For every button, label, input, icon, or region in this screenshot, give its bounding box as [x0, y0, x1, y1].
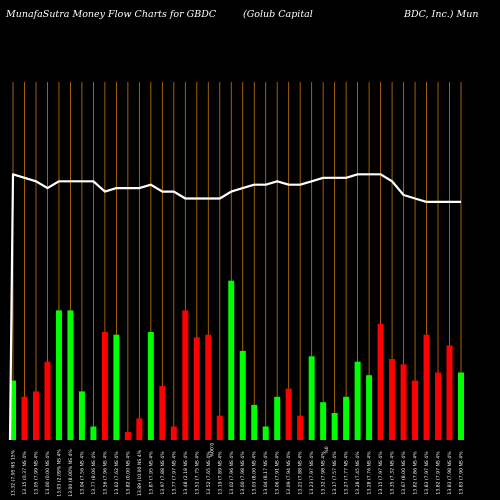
x-tick-label: 13.19 (7.89 NS 4%: [217, 451, 223, 495]
x-tick-label: 13.82 (0.00 NS 4%: [125, 451, 131, 495]
money-flow-bar: [377, 323, 384, 440]
x-tick-label: 13.52 (7.65 NS 4%: [206, 451, 212, 495]
x-tick-label: 13.87 (7.95 NS 4%: [148, 451, 154, 495]
money-flow-bar: [458, 372, 464, 440]
x-tick-label: 13.27 (7.77 NS 4%: [344, 451, 350, 495]
x-tick-label: 13.03 (8.00 NS 4%: [252, 451, 258, 495]
money-flow-bar: [67, 310, 74, 440]
money-flow-bar: [90, 426, 97, 440]
x-tick-label: 13.32 (7.95 NS 15%: [11, 449, 17, 496]
money-flow-bar: [10, 380, 16, 440]
x-tick-label: 13.83 (7.90 NS 4%: [459, 451, 465, 495]
x-tick-label: 13.15 (7.97 NS 4%: [378, 451, 384, 495]
x-tick-label: 13.03 (2.09% NS 4%: [56, 449, 62, 497]
x-tick-label: 13.28 (7.45 NS 4%: [355, 451, 361, 495]
money-flow-bar: [400, 364, 407, 440]
x-tick-label: 13.28 (7.76 NS 4%: [367, 451, 373, 495]
money-flow-bar: [136, 418, 143, 440]
money-flow-bar: [170, 426, 177, 440]
money-flow-bar: [308, 356, 315, 440]
x-tick-label: 13.56 (7.96 NS 4%: [102, 451, 108, 495]
x-tick-label: 13.02 (7.96 NS 4%: [229, 451, 235, 495]
money-flow-bar: [228, 280, 235, 440]
money-flow-bar: [389, 359, 396, 440]
x-tick-label: 13.62 (7.62 NS 4%: [114, 451, 120, 495]
price-line-path: [8, 173, 461, 441]
money-flow-bar: [182, 310, 189, 440]
x-tick-label: 13.83 (7.97 NS 4%: [424, 451, 430, 495]
money-flow-bar: [113, 334, 120, 440]
money-flow-bar: [331, 413, 338, 440]
x-tick-label: 13.77 (7.97 NS 4%: [171, 451, 177, 495]
x-tick-label: 13.35 (7.32 NS 4%: [390, 451, 396, 495]
money-flow-bar: [44, 361, 51, 440]
x-tick-label: 13.67 (8.00 NS 4%: [401, 451, 407, 495]
x-tick-label: 13.23 (7.97 NS 4%: [309, 451, 315, 495]
x-tick-label: 13.82 (7.97 NS 4%: [436, 451, 442, 495]
x-tick-label: 13.00 (8.00% NS 4%: [68, 449, 74, 497]
money-flow-bar: [78, 391, 85, 440]
x-tick-label: 13.09 (7.94 NS 4%: [286, 451, 292, 495]
money-flow-bar: [262, 426, 269, 440]
x-tick-label: 13.00 (7.98 NS 4%: [240, 451, 246, 495]
x-tick-label: 13.77 (8.06 NS 4%: [91, 451, 97, 495]
x-tick-label: 13.51 (7.75 NS 4%: [194, 451, 200, 495]
x-tick-label: 13.82 (7.86 NS 4%: [413, 451, 419, 495]
money-flow-bar: [412, 380, 419, 440]
x-tick-label: 13.89 (10.00 NS 4%: [137, 449, 143, 496]
money-flow-bar: [32, 391, 39, 440]
money-flow-bar: [354, 361, 361, 440]
money-flow-bar: [343, 396, 350, 440]
x-tick-label: 13.32 (7.98 NS 4%: [321, 451, 327, 495]
x-tick-label: 13.04 (7.56 NS 4%: [79, 451, 85, 495]
money-flow-bar: [435, 372, 442, 440]
money-flow-bar: [159, 386, 166, 440]
x-tick-label: 13.15 (0.37 NS 4%: [22, 451, 28, 495]
x-axis-ticks: 13.32 (7.95 NS 15% 13.15 (0.37 NS 4% 13.05…: [11, 443, 465, 497]
x-tick-label: 13.06 (7.91 NS 4%: [275, 451, 281, 495]
money-flow-bar: [446, 345, 453, 440]
money-flow-bar: [320, 402, 327, 440]
money-flow-bar: [101, 332, 108, 440]
money-flow-bar: [193, 337, 200, 440]
x-tick-label: 13.17 (7.57 NS 4%: [332, 451, 338, 495]
money-flow-bar: [251, 404, 258, 440]
x-tick-annotation: 0%: [323, 446, 329, 454]
money-flow-bar: [124, 431, 131, 440]
chart-title-middle: (Golub Capital: [243, 9, 313, 20]
money-flow-bar: [285, 388, 292, 440]
x-tick-label: 13.97 (7.88 NS 4%: [160, 451, 166, 495]
x-tick-label: 13.83 (7.98 NS 4%: [447, 451, 453, 495]
money-flow-bar: [55, 310, 62, 440]
money-flow-bar: [147, 332, 154, 440]
x-tick-label: 13.04 (8.17 NS 4%: [263, 451, 269, 495]
x-tick-label: 13.48 (2.18 NS 4%: [183, 451, 189, 495]
x-tick-label: 13.21 (7.88 NS 4%: [298, 451, 304, 495]
money-flow-bar: [297, 415, 304, 440]
x-tick-label: 13.00 (0.00 NS 4%: [45, 451, 51, 495]
chart-title-left: MunafaSutra Money Flow Charts for GBDC: [5, 9, 217, 20]
money-flow-bars: [10, 280, 464, 440]
money-flow-bar: [205, 334, 212, 440]
money-flow-bar: [239, 350, 246, 440]
price-line: [8, 173, 461, 441]
money-flow-bar: [216, 415, 223, 440]
money-flow-bar: [423, 334, 430, 440]
money-flow-bar: [274, 396, 281, 440]
x-tick-annotation: 0.00%: [208, 443, 214, 458]
money-flow-bar: [21, 396, 28, 440]
chart-title-right: BDC, Inc.) Mun: [403, 9, 478, 20]
money-flow-bar: [366, 375, 373, 440]
x-tick-label: 13.05 (7.99 NS 4%: [33, 451, 39, 495]
